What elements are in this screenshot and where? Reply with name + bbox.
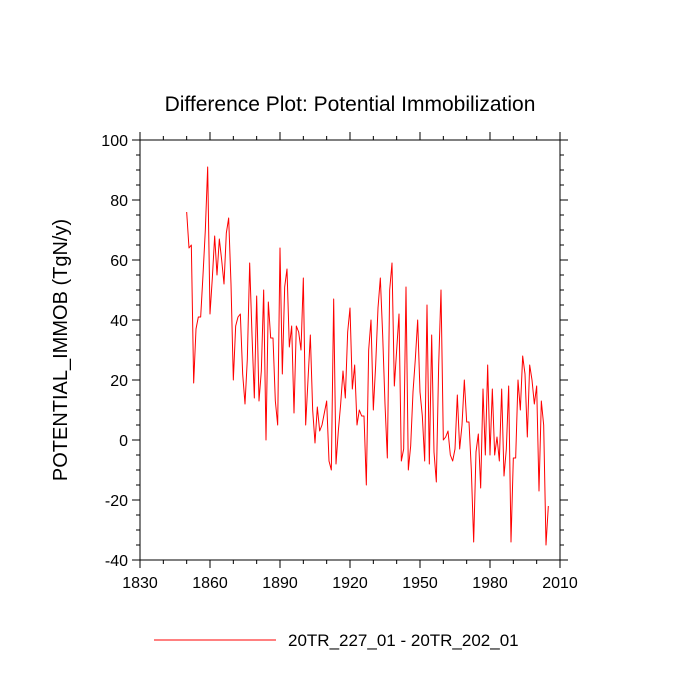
chart-title: Difference Plot: Potential Immobilizatio… xyxy=(165,93,536,116)
x-tick-label: 1830 xyxy=(122,575,158,592)
x-tick-label: 1950 xyxy=(402,575,438,592)
y-axis-label: POTENTIAL_IMMOB (TgN/y) xyxy=(50,219,72,481)
x-tick-label: 1920 xyxy=(332,575,368,592)
y-tick-label: 100 xyxy=(101,133,128,150)
axis-tick-labels: 1830 1860 1890 1920 1950 1980 2010 -40 -20 0 20 40 6… xyxy=(101,133,578,592)
x-tick-label: 2010 xyxy=(542,575,578,592)
y-tick-label: 0 xyxy=(119,433,128,450)
y-tick-label: 80 xyxy=(110,193,128,210)
y-tick-label: 40 xyxy=(110,313,128,330)
y-tick-label: -40 xyxy=(105,553,128,570)
legend: 20TR_227_01 - 20TR_202_01 xyxy=(154,631,519,650)
x-tick-label: 1980 xyxy=(472,575,508,592)
y-tick-label: -20 xyxy=(105,493,128,510)
legend-label: 20TR_227_01 - 20TR_202_01 xyxy=(288,631,519,650)
series-line xyxy=(186,166,549,546)
plot-area xyxy=(139,139,561,561)
x-tick-label: 1860 xyxy=(192,575,228,592)
y-tick-label: 60 xyxy=(110,253,128,270)
y-tick-label: 20 xyxy=(110,373,128,390)
axis-ticks xyxy=(132,132,568,568)
x-tick-label: 1890 xyxy=(262,575,298,592)
